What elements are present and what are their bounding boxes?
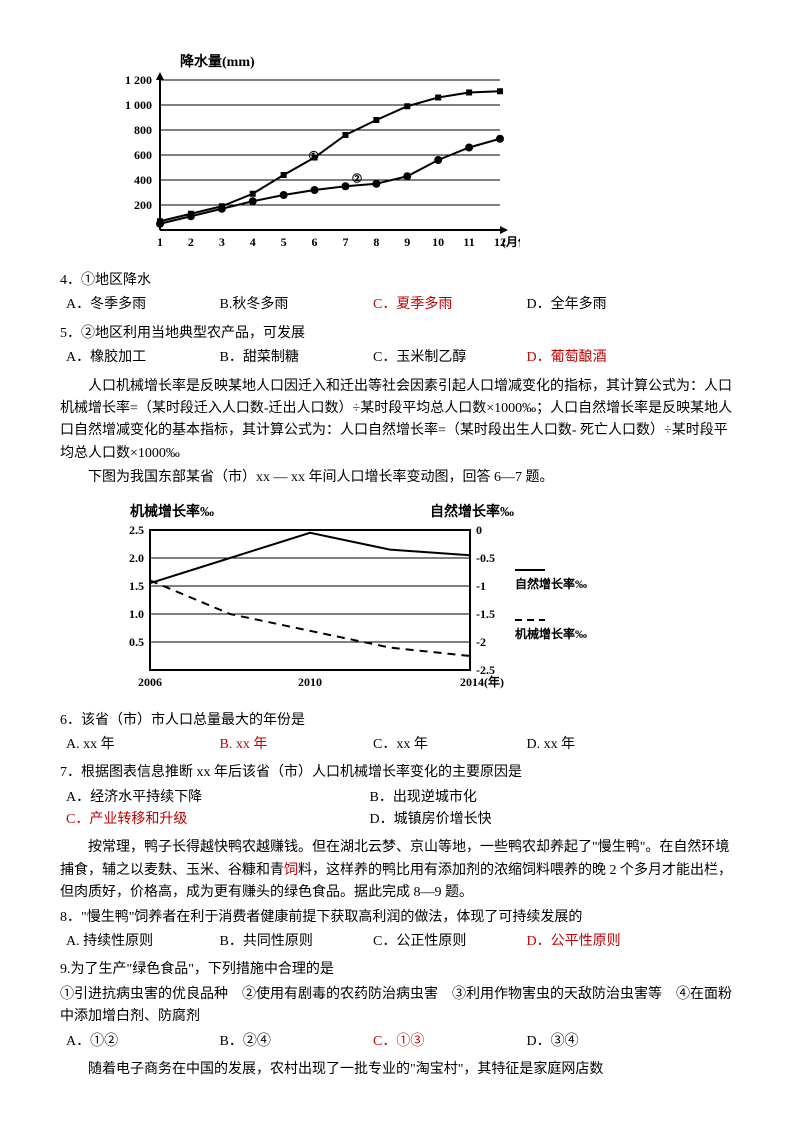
svg-text:机械增长率‰: 机械增长率‰ [515, 626, 587, 641]
q6-opt-a: A. xx 年 [66, 734, 216, 756]
q4-opt-c: C．夏季多雨 [373, 294, 523, 316]
svg-text:1 200: 1 200 [125, 73, 152, 87]
passage1-p2: 下图为我国东部某省（市）xx — xx 年间人口增长率变动图，回答 6—7 题。 [60, 467, 740, 489]
q5-opt-d: D．葡萄酿酒 [527, 347, 607, 369]
svg-text:7: 7 [342, 235, 348, 249]
svg-text:3: 3 [219, 235, 225, 249]
q9-opt-c: C．①③ [373, 1031, 523, 1053]
q6-opt-d: D. xx 年 [527, 734, 576, 756]
q5-stem: 5．②地区利用当地典型农产品，可发展 [60, 323, 740, 345]
svg-text:400: 400 [134, 173, 152, 187]
q7-stem: 7．根据图表信息推断 xx 年后该省（市）人口机械增长率变化的主要原因是 [60, 762, 740, 784]
q7-opt-b: B．出现逆城市化 [370, 787, 477, 809]
svg-text:2: 2 [188, 235, 194, 249]
q9-options: A．①② B．②④ C．①③ D．③④ [66, 1031, 740, 1053]
q4-options: A．冬季多雨 B.秋冬多雨 C．夏季多雨 D．全年多雨 [66, 294, 740, 316]
svg-text:6: 6 [312, 235, 318, 249]
q9-opt-a: A．①② [66, 1031, 216, 1053]
svg-text:2010: 2010 [298, 675, 322, 689]
q6-opt-c: C．xx 年 [373, 734, 523, 756]
svg-text:1.0: 1.0 [129, 607, 144, 621]
svg-text:2014(年): 2014(年) [460, 674, 504, 689]
q6-options: A. xx 年 B. xx 年 C．xx 年 D. xx 年 [66, 734, 740, 756]
precipitation-chart: 降水量(mm) 200 400 600 800 1 000 1 200 1 2 3 4 5 6 7 8 9 10… [100, 50, 740, 260]
svg-text:②: ② [352, 172, 363, 186]
svg-text:(月份): (月份) [502, 234, 520, 249]
svg-text:2.5: 2.5 [129, 523, 144, 537]
q7-opt-c: C．产业转移和升级 [66, 809, 366, 831]
q9-opt-b: B．②④ [220, 1031, 370, 1053]
q5-opt-a: A．橡胶加工 [66, 347, 216, 369]
svg-text:1 000: 1 000 [125, 98, 152, 112]
q5-opt-b: B．甜菜制糖 [220, 347, 370, 369]
svg-text:-0.5: -0.5 [476, 551, 495, 565]
q8-opt-c: C．公正性原则 [373, 931, 523, 953]
svg-text:9: 9 [404, 235, 410, 249]
q9-items: ①引进抗病虫害的优良品种 ②使用有剧毒的农药防治病虫害 ③利用作物害虫的天敌防治… [60, 984, 740, 1029]
passage3: 随着电子商务在中国的发展，农村出现了一批专业的"淘宝村"，其特征是家庭网店数 [60, 1059, 740, 1081]
q5-options: A．橡胶加工 B．甜菜制糖 C．玉米制乙醇 D．葡萄酿酒 [66, 347, 740, 369]
svg-text:-2: -2 [476, 635, 486, 649]
q8-opt-d: D．公平性原则 [527, 931, 621, 953]
q8-opt-b: B．共同性原则 [220, 931, 370, 953]
svg-text:-1: -1 [476, 579, 486, 593]
q9-stem: 9.为了生产"绿色食品"，下列措施中合理的是 [60, 959, 740, 981]
q6-opt-b: B. xx 年 [220, 734, 370, 756]
q4-opt-a: A．冬季多雨 [66, 294, 216, 316]
q8-stem: 8．"慢生鸭"饲养者在利于消费者健康前提下获取高利润的做法，体现了可持续发展的 [60, 907, 740, 929]
svg-text:11: 11 [463, 235, 474, 249]
q8-opt-a: A. 持续性原则 [66, 931, 216, 953]
q6-stem: 6．该省（市）市人口总量最大的年份是 [60, 710, 740, 732]
q7-opt-d: D．城镇房价增长快 [370, 809, 492, 831]
svg-text:10: 10 [432, 235, 444, 249]
svg-text:1: 1 [157, 235, 163, 249]
population-growth-chart: 机械增长率‰ 自然增长率‰ 0.5 1.0 1.5 2.0 2.5 0 -0.5 -1 -1.5 -2… [100, 500, 740, 700]
svg-text:降水量(mm): 降水量(mm) [180, 53, 255, 70]
q4-opt-d: D．全年多雨 [527, 294, 607, 316]
svg-text:800: 800 [134, 123, 152, 137]
passage2-highlight: 饲 [284, 863, 298, 878]
svg-text:1.5: 1.5 [129, 579, 144, 593]
q7-opt-a: A．经济水平持续下降 [66, 787, 366, 809]
svg-text:机械增长率‰: 机械增长率‰ [130, 503, 214, 520]
svg-text:5: 5 [281, 235, 287, 249]
passage1-p1: 人口机械增长率是反映某地人口因迁入和迁出等社会因素引起人口增减变化的指标，其计算… [60, 376, 740, 466]
svg-text:600: 600 [134, 148, 152, 162]
q9-opt-d: D．③④ [527, 1031, 579, 1053]
svg-text:0.5: 0.5 [129, 635, 144, 649]
svg-text:200: 200 [134, 198, 152, 212]
svg-text:①: ① [308, 149, 319, 163]
svg-text:自然增长率‰: 自然增长率‰ [430, 503, 514, 520]
q4-stem: 4．①地区降水 [60, 270, 740, 292]
svg-text:8: 8 [373, 235, 379, 249]
passage2: 按常理，鸭子长得越快鸭农越赚钱。但在湖北云梦、京山等地，一些鸭农却养起了"慢生鸭… [60, 837, 740, 904]
svg-text:2.0: 2.0 [129, 551, 144, 565]
svg-text:-1.5: -1.5 [476, 607, 495, 621]
svg-text:2006: 2006 [138, 675, 162, 689]
q4-opt-b: B.秋冬多雨 [220, 294, 370, 316]
q5-opt-c: C．玉米制乙醇 [373, 347, 523, 369]
svg-text:0: 0 [476, 523, 482, 537]
q8-options: A. 持续性原则 B．共同性原则 C．公正性原则 D．公平性原则 [66, 931, 740, 953]
q7-options: A．经济水平持续下降 B．出现逆城市化 C．产业转移和升级 D．城镇房价增长快 [66, 787, 740, 832]
svg-text:自然增长率‰: 自然增长率‰ [515, 576, 587, 591]
svg-text:4: 4 [250, 235, 256, 249]
